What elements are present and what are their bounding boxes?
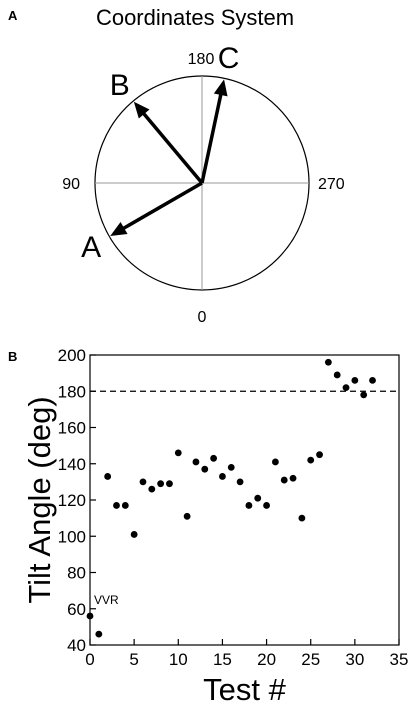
y-tick-label: 40 <box>67 636 86 655</box>
data-point <box>307 456 315 464</box>
data-point <box>227 463 235 471</box>
data-point <box>174 449 182 457</box>
x-tick-label: 25 <box>301 650 320 669</box>
data-point <box>148 485 156 493</box>
data-point <box>95 630 103 638</box>
data-point <box>236 478 244 486</box>
x-tick-label: 30 <box>345 650 364 669</box>
data-point <box>192 458 200 466</box>
y-tick-label: 140 <box>58 455 86 474</box>
data-point <box>342 384 350 392</box>
data-point <box>183 512 191 520</box>
vector-b-arrowhead <box>133 101 150 119</box>
y-tick-label: 60 <box>67 600 86 619</box>
data-points <box>86 358 376 638</box>
data-point <box>201 465 209 473</box>
angle-label-270: 270 <box>318 176 345 193</box>
data-point <box>360 391 368 399</box>
vector-a-arrowhead <box>110 221 128 236</box>
y-axis-title: Tilt Angle (deg) <box>22 396 57 603</box>
x-axis-title: Test # <box>203 672 286 707</box>
vector-c-shaft <box>200 88 224 184</box>
data-point <box>272 458 279 466</box>
x-tick-label: 10 <box>169 650 188 669</box>
x-axis: 0 5 10 15 20 25 30 35 <box>85 639 408 669</box>
y-tick-label: 180 <box>58 382 86 401</box>
panel-a: A Coordinates System 180 90 270 0 A B C <box>8 5 345 326</box>
data-point <box>333 371 341 379</box>
vector-label-b: B <box>110 69 130 102</box>
x-tick-label: 35 <box>390 650 409 669</box>
angle-label-0: 0 <box>198 309 207 326</box>
data-point <box>280 476 288 484</box>
x-tick-label: 15 <box>213 650 232 669</box>
x-tick-label: 5 <box>129 650 138 669</box>
data-point <box>210 454 218 462</box>
data-point <box>219 473 226 480</box>
data-point <box>113 502 120 509</box>
panel-a-title: Coordinates System <box>96 5 294 30</box>
vector-c-arrowhead <box>213 79 228 97</box>
y-tick-label: 160 <box>58 419 86 438</box>
vector-label-c: C <box>218 42 240 75</box>
y-axis: 40 60 80 100 120 140 160 180 200 <box>58 346 96 655</box>
data-point <box>369 376 376 384</box>
y-tick-label: 100 <box>58 527 86 546</box>
vector-label-a: A <box>81 231 101 264</box>
plot-frame <box>89 354 400 646</box>
data-point <box>289 474 297 482</box>
vector-b-shaft <box>138 108 204 185</box>
data-point <box>121 502 129 509</box>
data-point <box>157 480 165 488</box>
data-point <box>254 494 262 502</box>
data-point <box>130 531 138 538</box>
angle-label-90: 90 <box>62 176 80 193</box>
angle-label-180: 180 <box>188 51 215 68</box>
vector-group: A B C <box>81 42 239 264</box>
vector-a-shaft <box>117 181 203 233</box>
data-point <box>86 612 94 620</box>
y-tick-label: 80 <box>67 564 86 583</box>
data-point <box>104 473 112 480</box>
data-point <box>324 358 332 366</box>
data-point <box>139 478 147 486</box>
x-tick-label: 20 <box>257 650 276 669</box>
data-point <box>166 480 173 488</box>
data-point <box>263 502 270 509</box>
data-point <box>245 502 253 509</box>
panel-b-letter: B <box>8 349 17 364</box>
data-point <box>316 451 323 459</box>
x-tick-label: 0 <box>85 650 94 669</box>
vvr-annotation: VVR <box>94 593 119 607</box>
panel-a-letter: A <box>8 8 18 23</box>
panel-b: B 40 60 80 100 120 140 160 180 200 0 5 10 15 20 25 30 3… <box>8 346 408 707</box>
y-tick-label: 120 <box>58 491 86 510</box>
y-tick-label: 200 <box>58 346 86 365</box>
data-point <box>351 376 359 384</box>
data-point <box>298 514 306 522</box>
